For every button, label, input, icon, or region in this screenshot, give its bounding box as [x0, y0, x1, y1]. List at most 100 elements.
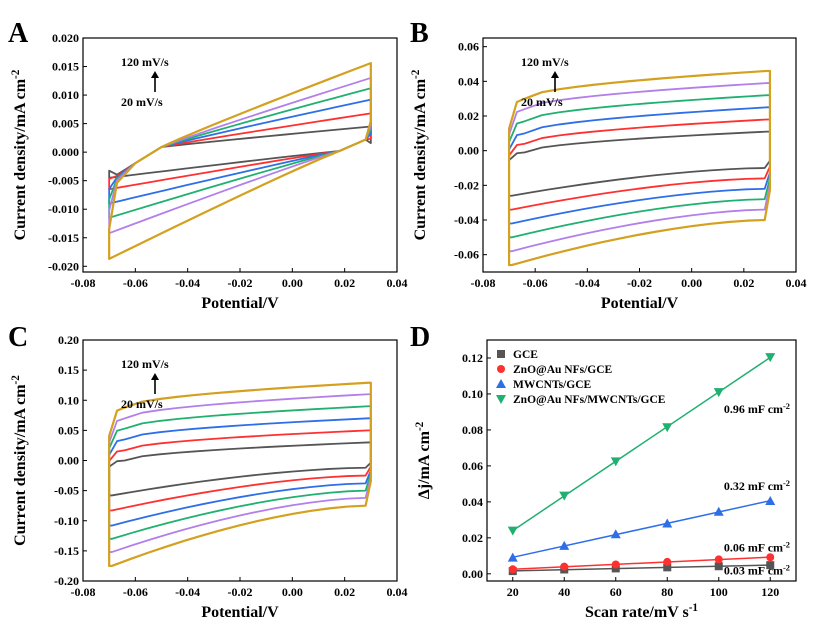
fit-line-3 — [512, 499, 771, 559]
y-tick-label: 0.02 — [458, 109, 479, 123]
annotation-top: 120 mV/s — [521, 55, 569, 69]
legend-marker — [496, 395, 506, 404]
legend-marker — [496, 379, 506, 388]
x-tick-label: 0.02 — [733, 276, 754, 290]
panel-label-D: D — [410, 322, 430, 353]
cv-curve-1 — [508, 130, 771, 197]
cv-curve-2 — [108, 429, 372, 512]
data-point — [714, 555, 723, 564]
x-tick-label: 0.02 — [334, 276, 355, 290]
y-axis-label: Current density/mA cm-2 — [10, 375, 29, 546]
data-point — [610, 529, 621, 539]
cv-curve-3 — [508, 106, 771, 225]
x-tick-label: -0.08 — [471, 276, 496, 290]
panel-label-A: A — [8, 18, 29, 49]
x-tick-label: -0.08 — [71, 276, 96, 290]
y-tick-label: -0.015 — [48, 231, 79, 245]
x-tick-label: -0.02 — [228, 585, 253, 599]
panel-D: 20 40 60 80 100 120 0.00 0.02 0.04 0.06 0.08 0.10 0.… — [410, 322, 797, 621]
plot-frame — [486, 339, 797, 582]
annotation-bottom: 20 mV/s — [121, 95, 163, 109]
annotation-bottom: 20 mV/s — [521, 95, 563, 109]
x-tick-label: -0.04 — [575, 276, 600, 290]
x-tick-label: 0.04 — [387, 585, 408, 599]
data-point — [714, 562, 723, 571]
x-tick-label: 0.00 — [282, 276, 303, 290]
data-point — [559, 491, 570, 501]
y-tick-label: 0.015 — [52, 60, 79, 74]
data-point — [559, 540, 570, 550]
x-tick-label: -0.02 — [228, 276, 253, 290]
cv-curve-6 — [108, 381, 372, 568]
y-tick-label: 0.000 — [52, 145, 79, 159]
y-tick-label: -0.06 — [454, 248, 479, 262]
legend-entry: MWCNTs/GCE — [513, 379, 591, 391]
data-point — [765, 495, 776, 505]
y-axis-label: Current density/mA cm-2 — [10, 69, 29, 240]
cv-curve-6 — [507, 69, 772, 267]
x-tick-label: 100 — [710, 585, 728, 599]
x-tick-label: 0.02 — [334, 585, 355, 599]
y-tick-label: -0.20 — [54, 574, 79, 588]
y-tick-label: 0.15 — [58, 363, 79, 377]
legend-entry: GCE — [513, 349, 538, 361]
panel-C: -0.08 -0.06 -0.04 -0.02 0.00 0.02 0.04 -0.20 -0.… — [8, 322, 408, 621]
slope-label: 0.32 mF cm-2 — [724, 479, 790, 494]
x-tick-label: 40 — [558, 585, 570, 599]
slope-label: 0.06 mF cm-2 — [724, 540, 790, 555]
y-tick-label: -0.020 — [48, 259, 79, 273]
cv-curve-6 — [108, 62, 372, 260]
x-tick-label: -0.02 — [627, 276, 652, 290]
y-tick-label: -0.005 — [48, 174, 79, 188]
y-tick-label: 0.005 — [52, 117, 79, 131]
x-tick-label: 80 — [661, 585, 673, 599]
legend-entry: ZnO@Au NFs/MWCNTs/GCE — [513, 394, 666, 406]
plot-frame — [82, 37, 398, 273]
data-point — [713, 388, 724, 398]
x-tick-label: 120 — [761, 585, 779, 599]
y-tick-label: 0.00 — [458, 144, 479, 158]
arrow-up-icon — [551, 71, 559, 78]
data-point — [766, 561, 775, 570]
y-tick-label: -0.10 — [54, 514, 79, 528]
data-point — [507, 526, 518, 536]
x-tick-label: -0.08 — [71, 585, 96, 599]
legend-marker — [497, 350, 505, 358]
x-axis-label: Potential/V — [201, 604, 279, 621]
y-tick-label: -0.15 — [54, 544, 79, 558]
data-point — [610, 457, 621, 467]
y-tick-label: 0.00 — [462, 567, 483, 581]
data-point — [507, 552, 518, 562]
legend-marker — [497, 365, 505, 373]
x-tick-label: 60 — [610, 585, 622, 599]
data-point — [662, 423, 673, 433]
fit-line-2 — [512, 556, 771, 570]
panel-A: -0.08 -0.06 -0.04 -0.02 0.00 0.02 0.04 -0.020 -0… — [8, 18, 408, 312]
panel-B: -0.08 -0.06 -0.04 -0.02 0.00 0.02 0.04 -0.06 -0.… — [410, 18, 807, 312]
y-axis-label: Current density/mA cm-2 — [410, 69, 429, 240]
y-tick-label: 0.010 — [52, 88, 79, 102]
data-point — [663, 557, 672, 566]
y-tick-label: 0.02 — [462, 531, 483, 545]
y-tick-label: 0.08 — [462, 423, 483, 437]
y-tick-label: -0.02 — [454, 178, 479, 192]
data-point — [662, 518, 673, 528]
y-tick-label: 0.10 — [58, 393, 79, 407]
data-point — [508, 565, 517, 574]
y-tick-label: 0.020 — [52, 31, 79, 45]
y-tick-label: 0.10 — [462, 387, 483, 401]
y-tick-label: -0.05 — [54, 484, 79, 498]
panel-label-C: C — [8, 322, 28, 353]
data-point — [611, 560, 620, 569]
y-tick-label: 0.04 — [462, 495, 483, 509]
data-point — [766, 553, 775, 562]
panel-label-B: B — [410, 18, 429, 49]
arrow-up-icon — [151, 71, 159, 78]
y-tick-label: 0.00 — [58, 454, 79, 468]
x-tick-label: -0.04 — [175, 276, 200, 290]
plot-frame — [82, 339, 398, 582]
y-tick-label: 0.05 — [58, 423, 79, 437]
legend-entry: ZnO@Au NFs/GCE — [513, 364, 613, 376]
slope-label: 0.03 mF cm-2 — [724, 563, 790, 578]
